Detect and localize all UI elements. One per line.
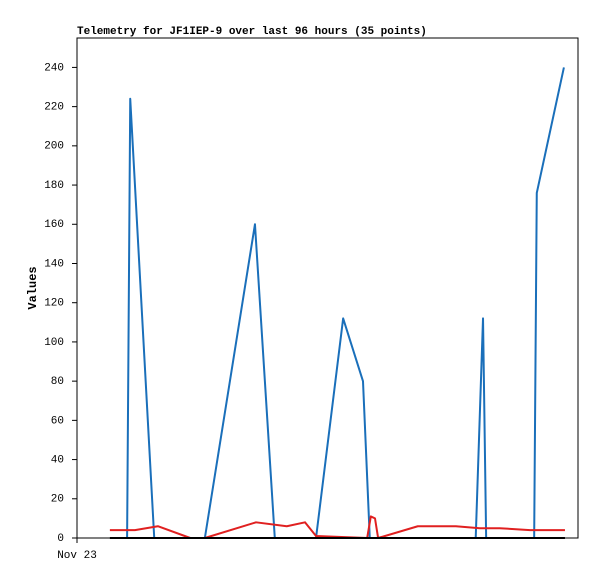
y-tick-label: 80 (51, 376, 64, 388)
y-tick-label: 160 (44, 219, 64, 231)
y-tick-label: 0 (57, 533, 64, 545)
line-series (109, 515, 565, 539)
y-axis-label: Values (26, 266, 40, 309)
y-tick-label: 60 (51, 415, 64, 427)
y-tick-label: 200 (44, 141, 64, 153)
y-tick-label: 40 (51, 454, 64, 466)
plot-frame (76, 37, 579, 539)
x-tick-label: Nov 23 (57, 550, 97, 562)
chart-title: Telemetry for JF1IEP-9 over last 96 hour… (77, 26, 427, 38)
line-series (126, 67, 565, 539)
y-tick-label: 240 (44, 62, 64, 74)
y-tick-label: 180 (44, 180, 64, 192)
y-tick-label: 120 (44, 298, 64, 310)
y-tick-label: 220 (44, 102, 64, 114)
y-tick-label: 140 (44, 258, 64, 270)
y-tick-label: 20 (51, 494, 64, 506)
y-tick-label: 100 (44, 337, 64, 349)
